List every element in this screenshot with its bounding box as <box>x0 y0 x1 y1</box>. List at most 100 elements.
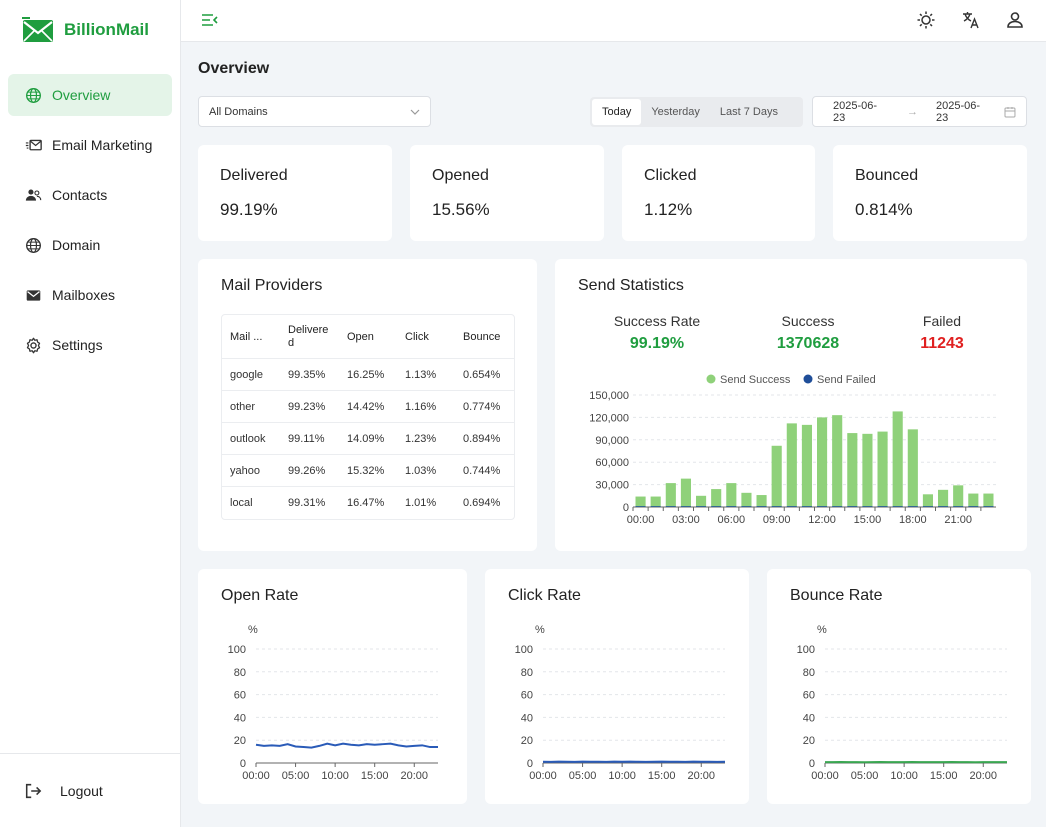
bounce-rate-chart: % 0 20 40 60 80 100 00:00 05:00 10:00 15:00 20:00 <box>797 624 1007 782</box>
bar-send-failed <box>726 506 737 507</box>
x-tick-label: 05:00 <box>569 770 597 782</box>
calendar-icon <box>1004 106 1016 117</box>
bar-send-success <box>847 433 858 507</box>
table-cell: 0.654% <box>455 359 514 391</box>
y-tick-label: 100 <box>797 644 815 656</box>
table-cell: 15.32% <box>339 455 397 487</box>
app-name: BillionMail <box>64 20 149 39</box>
column-header[interactable]: Mail ... <box>222 315 280 359</box>
table-cell: other <box>222 391 280 423</box>
kpi-value: 0.814% <box>855 200 913 219</box>
y-tick-label: 40 <box>521 712 533 724</box>
x-tick-label: 21:00 <box>944 514 972 526</box>
success-value: 1370628 <box>776 335 840 352</box>
x-tick-label: 00:00 <box>811 770 839 782</box>
sidebar-item-overview[interactable]: Overview <box>8 74 172 116</box>
bar-send-failed <box>907 506 918 507</box>
x-tick-label: 00:00 <box>242 770 270 782</box>
send-statistics-chart: Send Success Send Failed 0 30,000 60,000 90,0… <box>589 374 996 526</box>
logout-button[interactable]: Logout <box>0 753 180 827</box>
sidebar-item-label: Domain <box>52 237 101 253</box>
bar-send-success <box>635 496 646 507</box>
y-tick-label: 60 <box>803 690 815 702</box>
user-icon[interactable] <box>1005 10 1025 30</box>
x-tick-label: 20:00 <box>969 770 997 782</box>
table-cell: 1.13% <box>397 359 455 391</box>
y-tick-label: 20 <box>234 735 246 747</box>
table-cell: 16.47% <box>347 497 385 509</box>
column-header[interactable]: Delivered <box>280 315 339 359</box>
bar-send-failed <box>922 506 933 507</box>
bar-send-failed <box>983 506 994 507</box>
bar-send-failed <box>635 506 646 507</box>
gear-icon <box>24 336 42 354</box>
bounce-rate-card: Bounce Rate % 0 20 40 60 80 100 00:00 05:00 10:00… <box>767 569 1031 804</box>
kpi-label: Opened <box>432 167 489 184</box>
sidebar-item-domain[interactable]: Domain <box>8 224 172 266</box>
y-axis-unit: % <box>248 624 258 636</box>
x-tick-label: 20:00 <box>687 770 715 782</box>
table-row: outlook 99.11% 14.09% 1.23% 0.894% <box>222 423 514 455</box>
y-tick-label: 20 <box>521 735 533 747</box>
y-tick-label: 30,000 <box>595 480 629 492</box>
bar-send-failed <box>801 506 812 507</box>
table-cell: 99.11% <box>280 423 339 455</box>
x-tick-label: 09:00 <box>763 514 791 526</box>
click-rate-card: Click Rate % 0 20 40 60 80 100 00:00 05:00 10:00 1… <box>485 569 749 804</box>
bar-send-failed <box>832 506 843 507</box>
success-label: Success <box>781 313 835 329</box>
translate-icon[interactable] <box>961 10 981 30</box>
column-header[interactable]: Click <box>397 315 455 359</box>
date-start: 2025-06-23 <box>833 99 878 124</box>
tab-last-7-days[interactable]: Last 7 Days <box>719 106 778 118</box>
x-tick-label: 15:00 <box>361 770 389 782</box>
kpi-card-bounced: Bounced 0.814% <box>833 145 1027 241</box>
bar-send-success <box>907 429 918 507</box>
kpi-value: 1.12% <box>644 200 693 219</box>
success-rate-value: 99.19% <box>629 335 685 352</box>
table-cell: 0.744% <box>455 455 514 487</box>
bar-send-success <box>650 496 661 507</box>
globe-icon <box>24 86 42 104</box>
page-title: Overview <box>198 60 270 77</box>
table-cell: 99.23% <box>280 391 339 423</box>
column-header[interactable]: Bounce <box>455 315 514 359</box>
bar-send-success <box>801 424 812 507</box>
domain-select[interactable]: All Domains <box>198 96 431 127</box>
collapse-menu-icon[interactable] <box>201 11 219 29</box>
x-tick-label: 00:00 <box>627 514 655 526</box>
bar-send-failed <box>938 506 949 507</box>
bar-send-failed <box>665 506 676 507</box>
y-tick-label: 60 <box>521 690 533 702</box>
app-logo[interactable]: BillionMail <box>0 0 180 60</box>
mail-providers-card: Mail Providers Mail ... Delivered Open C… <box>198 259 537 551</box>
x-tick-label: 15:00 <box>854 514 882 526</box>
y-tick-label: 60,000 <box>595 457 629 469</box>
bar-send-failed <box>847 506 858 507</box>
tab-today[interactable]: Today <box>592 99 642 125</box>
click-rate-chart: % 0 20 40 60 80 100 00:00 05:00 10:00 15:00 20:00 <box>515 624 726 782</box>
table-cell: 99.26% <box>280 455 339 487</box>
card-title: Send Statistics <box>578 277 684 294</box>
column-header[interactable]: Open <box>339 315 397 359</box>
table-cell: 16.25% <box>339 359 397 391</box>
y-tick-label: 150,000 <box>589 390 629 402</box>
success-rate-label: Success Rate <box>613 313 701 329</box>
table-cell: 14.42% <box>339 391 397 423</box>
open-rate-card: Open Rate % 0 20 40 60 80 100 00:00 05:00 10:00 15… <box>198 569 467 804</box>
y-tick-label: 0 <box>623 502 629 514</box>
card-title: Click Rate <box>508 587 581 604</box>
kpi-label: Bounced <box>855 167 919 184</box>
date-range-picker[interactable]: 2025-06-23 → 2025-06-23 <box>812 96 1027 127</box>
sidebar-item-contacts[interactable]: Contacts <box>8 174 172 216</box>
date-end: 2025-06-23 <box>936 99 981 124</box>
tab-yesterday[interactable]: Yesterday <box>651 106 700 118</box>
sidebar-item-settings[interactable]: Settings <box>8 324 172 366</box>
sidebar-item-label: Overview <box>52 87 111 103</box>
bar-send-success <box>983 493 994 507</box>
table-cell: 1.01% <box>405 497 437 509</box>
sidebar-item-email-marketing[interactable]: Email Marketing <box>8 124 172 166</box>
sun-icon[interactable] <box>916 10 936 30</box>
failed-value: 11243 <box>920 335 964 352</box>
sidebar-item-mailboxes[interactable]: Mailboxes <box>8 274 172 316</box>
